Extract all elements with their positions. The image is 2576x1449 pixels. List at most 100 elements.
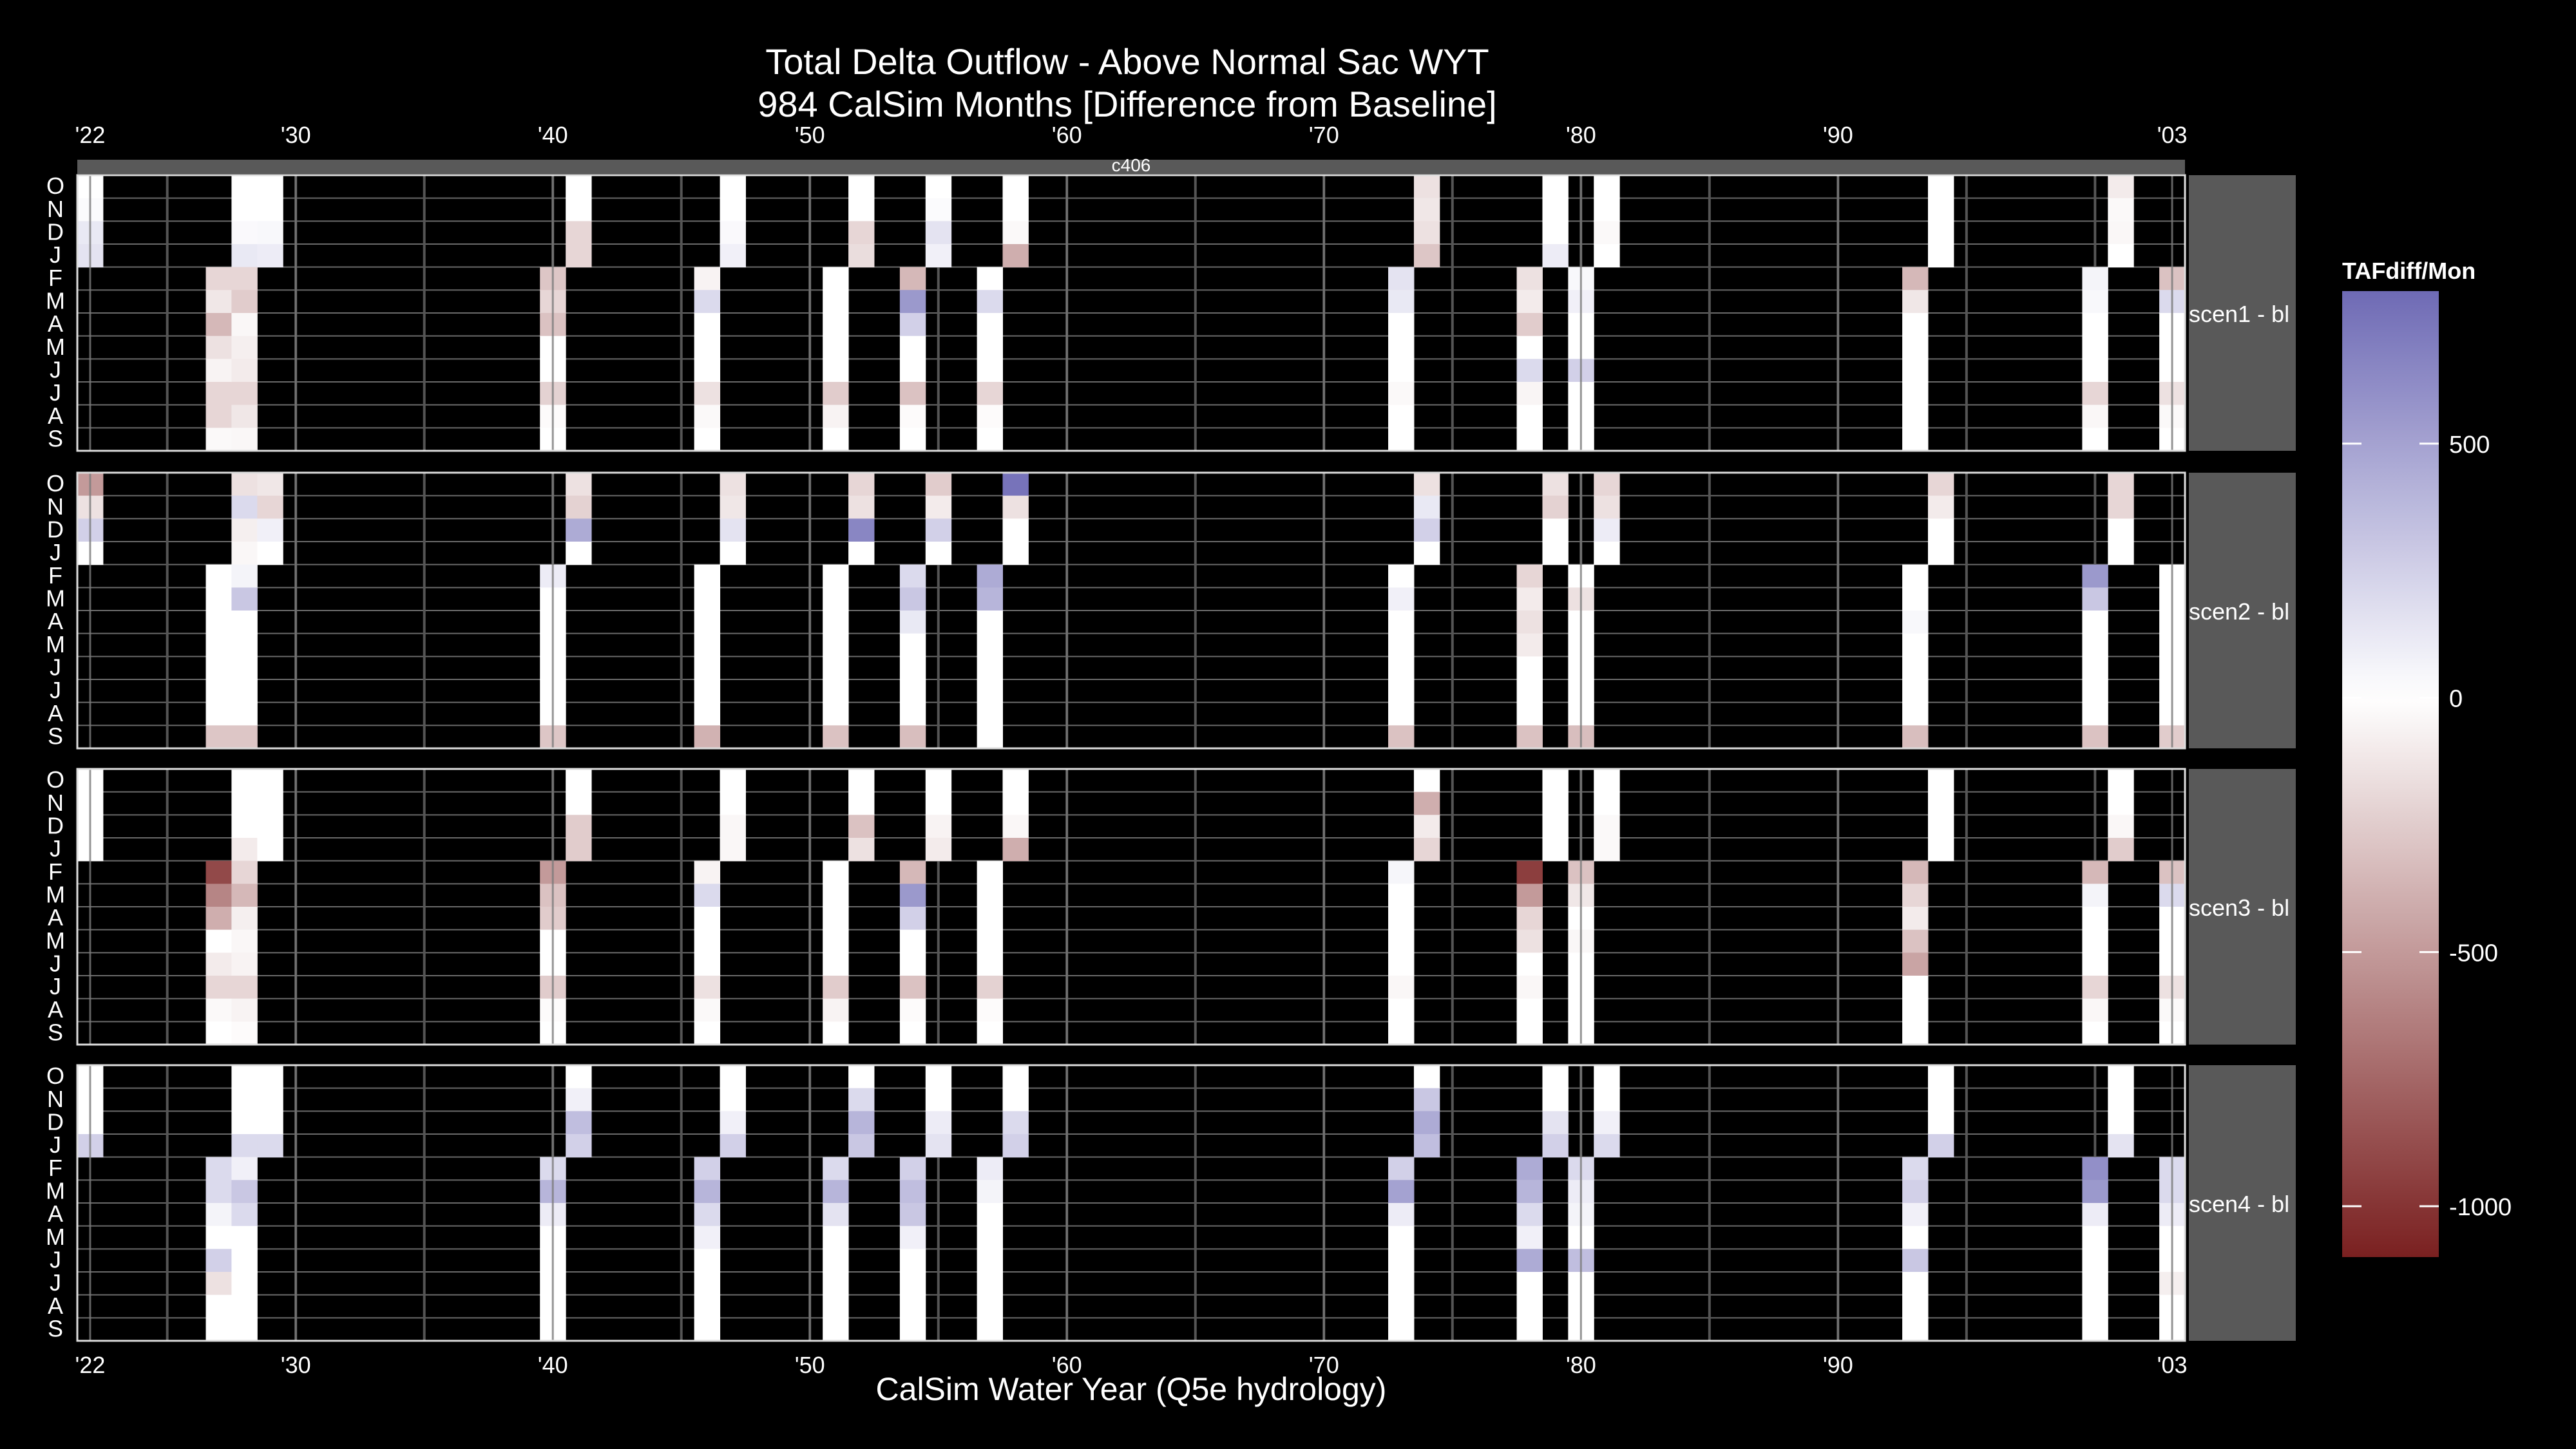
heatmap-cell bbox=[977, 633, 1003, 657]
heatmap-cell bbox=[1413, 175, 1440, 199]
x-tick-label-top: '70 bbox=[1309, 122, 1339, 148]
heatmap-cell bbox=[694, 404, 721, 428]
heatmap-cell bbox=[925, 473, 952, 497]
heatmap-cell bbox=[823, 359, 849, 383]
heatmap-cell bbox=[694, 1318, 721, 1341]
heatmap-cell bbox=[257, 1134, 283, 1158]
month-label: J bbox=[50, 1132, 61, 1158]
heatmap-cell bbox=[205, 1021, 232, 1045]
heatmap-cell bbox=[1002, 838, 1029, 862]
heatmap-cell bbox=[566, 815, 592, 838]
heatmap-cell bbox=[205, 725, 232, 749]
heatmap-cell bbox=[2082, 290, 2108, 314]
heatmap-cell bbox=[848, 1134, 875, 1158]
heatmap-cell bbox=[925, 1088, 952, 1112]
heatmap-cell bbox=[1516, 656, 1543, 680]
heatmap-cell bbox=[231, 1272, 258, 1296]
heatmap-cell bbox=[977, 1318, 1003, 1341]
heatmap-cell bbox=[1542, 815, 1569, 838]
heatmap-cell bbox=[694, 1294, 721, 1318]
heatmap-cell bbox=[977, 860, 1003, 884]
heatmap-cell bbox=[1902, 382, 1929, 406]
heatmap-cell bbox=[2082, 336, 2108, 359]
heatmap-cell bbox=[2108, 198, 2134, 222]
heatmap-cell bbox=[899, 587, 926, 611]
heatmap-cell bbox=[1902, 336, 1929, 359]
heatmap-cell bbox=[2082, 587, 2108, 611]
chart-title: Total Delta Outflow - Above Normal Sac W… bbox=[765, 41, 1489, 82]
heatmap-cell bbox=[1542, 518, 1569, 542]
heatmap-cell bbox=[1542, 1065, 1569, 1089]
heatmap-cell bbox=[823, 725, 849, 749]
heatmap-cell bbox=[205, 656, 232, 680]
heatmap-cell bbox=[231, 725, 258, 749]
heatmap-cell bbox=[1388, 1021, 1415, 1045]
month-label: D bbox=[47, 813, 64, 839]
x-tick-label-bottom: '60 bbox=[1052, 1352, 1082, 1378]
heatmap-cell bbox=[1902, 860, 1929, 884]
heatmap-cell bbox=[1927, 1134, 1954, 1158]
heatmap-cell bbox=[1516, 382, 1543, 406]
heatmap-cell bbox=[977, 952, 1003, 976]
heatmap-cell bbox=[205, 1294, 232, 1318]
heatmap-cell bbox=[977, 359, 1003, 383]
color-bar bbox=[2342, 291, 2439, 1257]
x-axis-label: CalSim Water Year (Q5e hydrology) bbox=[875, 1371, 1387, 1407]
heatmap-cell bbox=[1388, 290, 1415, 314]
heatmap-cell bbox=[205, 382, 232, 406]
heatmap-cell bbox=[694, 998, 721, 1022]
heatmap-cell bbox=[1902, 1180, 1929, 1204]
heatmap-cell bbox=[694, 1180, 721, 1204]
heatmap-cell bbox=[2082, 907, 2108, 931]
heatmap-cell bbox=[848, 198, 875, 222]
heatmap-cell bbox=[1388, 1272, 1415, 1296]
heatmap-cell bbox=[694, 1226, 721, 1249]
heatmap-cell bbox=[720, 175, 746, 199]
month-label: A bbox=[48, 1200, 63, 1227]
heatmap-cell bbox=[694, 679, 721, 703]
heatmap-cell bbox=[977, 267, 1003, 290]
heatmap-cell bbox=[231, 1318, 258, 1341]
heatmap-cell bbox=[231, 633, 258, 657]
heatmap-cell bbox=[566, 244, 592, 268]
heatmap-cell bbox=[2108, 1088, 2134, 1112]
heatmap-cell bbox=[823, 1226, 849, 1249]
heatmap-cell bbox=[1516, 587, 1543, 611]
heatmap-cell bbox=[1388, 428, 1415, 451]
heatmap-cell bbox=[1413, 791, 1440, 815]
heatmap-cell bbox=[1516, 1272, 1543, 1296]
heatmap-cell bbox=[1413, 1134, 1440, 1158]
heatmap-cell bbox=[257, 1111, 283, 1135]
heatmap-cell bbox=[2082, 884, 2108, 907]
heatmap-cell bbox=[1002, 1065, 1029, 1089]
heatmap-cell bbox=[1516, 976, 1543, 999]
heatmap-cell bbox=[977, 404, 1003, 428]
heatmap-cell bbox=[1413, 495, 1440, 519]
heatmap-cell bbox=[1542, 1134, 1569, 1158]
x-tick-label-bottom: '40 bbox=[538, 1352, 568, 1378]
heatmap-cell bbox=[1516, 860, 1543, 884]
heatmap-cell bbox=[1902, 952, 1929, 976]
month-label: O bbox=[46, 1063, 64, 1089]
heatmap-cell bbox=[2082, 860, 2108, 884]
heatmap-cell bbox=[823, 564, 849, 588]
heatmap-cell bbox=[231, 815, 258, 838]
heatmap-cell bbox=[925, 791, 952, 815]
heatmap-cell bbox=[1542, 198, 1569, 222]
heatmap-cell bbox=[566, 1065, 592, 1089]
heatmap-cell bbox=[1413, 221, 1440, 245]
heatmap-cell bbox=[1516, 1157, 1543, 1180]
heatmap-cell bbox=[977, 656, 1003, 680]
heatmap-cell bbox=[231, 495, 258, 519]
heatmap-cell bbox=[899, 884, 926, 907]
heatmap-cell bbox=[257, 221, 283, 245]
heatmap-cell bbox=[1927, 244, 1954, 268]
heatmap-cell bbox=[1388, 1294, 1415, 1318]
heatmap-cell bbox=[1902, 998, 1929, 1022]
heatmap-cell bbox=[1388, 1157, 1415, 1180]
heatmap-cell bbox=[257, 769, 283, 793]
facet-label: scen1 - bl bbox=[2189, 301, 2289, 327]
heatmap-cell bbox=[823, 1203, 849, 1227]
heatmap-cell bbox=[823, 290, 849, 314]
